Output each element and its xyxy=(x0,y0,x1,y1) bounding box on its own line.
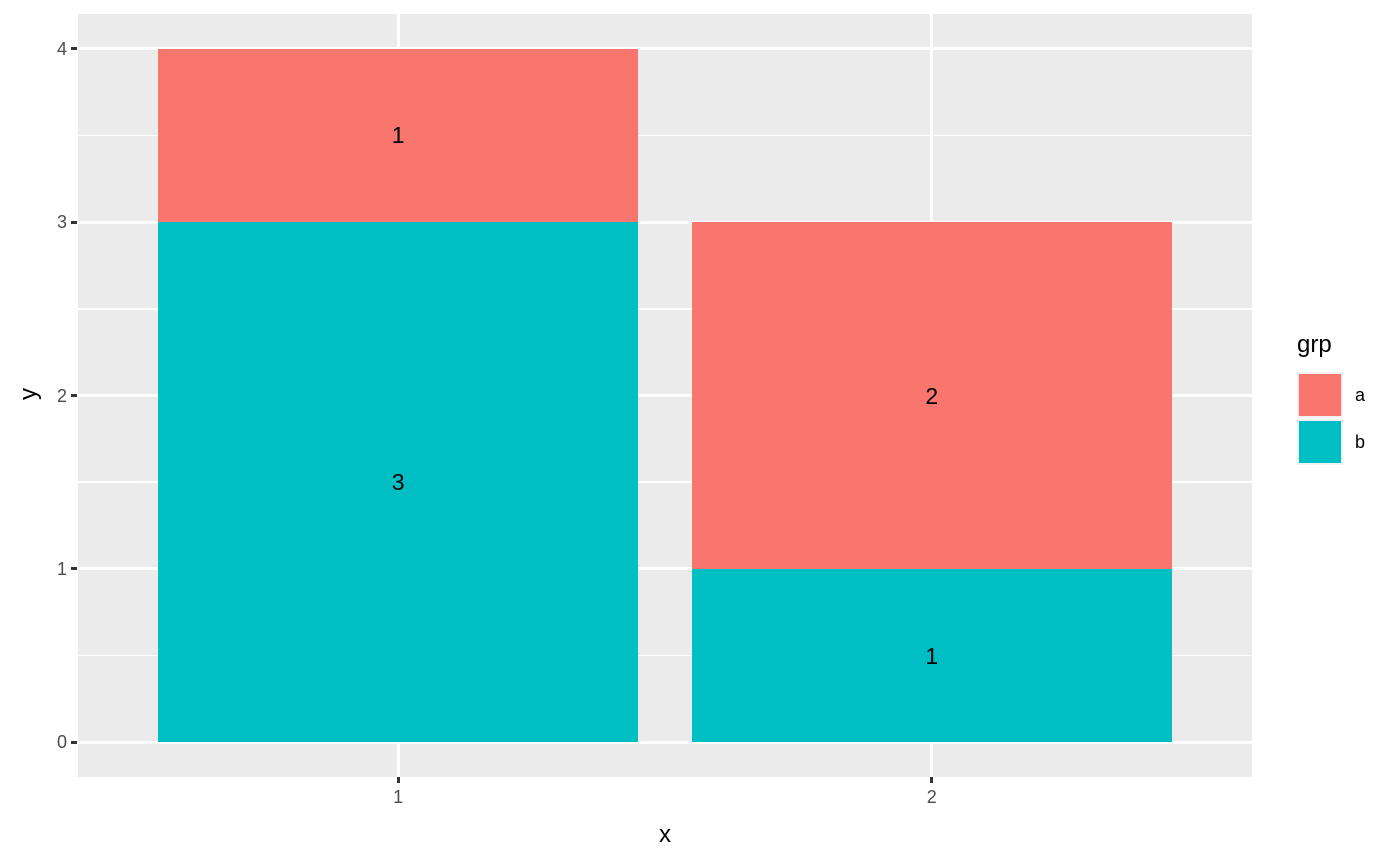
legend-label-b: b xyxy=(1355,432,1366,452)
bar-value-label: 1 xyxy=(391,122,405,149)
bar-segment-a xyxy=(158,48,639,223)
x-tick-mark xyxy=(930,777,934,783)
y-tick-label: 3 xyxy=(56,212,67,233)
y-tick-label: 0 xyxy=(56,732,67,753)
bar-value-label: 1 xyxy=(925,642,939,669)
y-gridline-major xyxy=(78,47,1252,51)
y-gridline-minor xyxy=(78,481,1252,483)
y-gridline-major xyxy=(78,220,1252,224)
bar-segment-a xyxy=(691,222,1172,569)
y-gridline-minor xyxy=(78,134,1252,137)
plot-panel: 3 1 1 2 xyxy=(78,14,1252,777)
bar-value-label: 2 xyxy=(925,382,939,409)
y-tick-mark xyxy=(71,567,77,571)
legend-swatch-a xyxy=(1299,374,1341,416)
x-tick-label: 2 xyxy=(926,787,937,807)
legend-title: grp xyxy=(1297,331,1332,358)
legend-label-a: a xyxy=(1355,385,1366,405)
y-tick-label: 4 xyxy=(56,38,67,59)
legend-key-a xyxy=(1297,372,1343,418)
y-gridline-minor xyxy=(78,308,1252,310)
y-tick-mark xyxy=(71,740,77,744)
y-gridline-major xyxy=(78,740,1252,744)
bar-segment-b xyxy=(691,568,1172,743)
x-tick-label: 1 xyxy=(393,787,404,807)
y-tick-label: 2 xyxy=(56,385,67,406)
x-tick-mark xyxy=(396,777,400,783)
y-gridline-major xyxy=(78,394,1252,397)
y-gridline-minor xyxy=(78,654,1252,657)
y-tick-label: 1 xyxy=(56,558,67,579)
bar-value-label: 3 xyxy=(391,469,405,496)
legend-key-b xyxy=(1297,419,1343,465)
legend-swatch-b xyxy=(1299,421,1341,463)
y-tick-mark xyxy=(71,394,77,397)
y-tick-mark xyxy=(71,47,77,51)
x-axis-title: x xyxy=(659,821,671,848)
y-tick-mark xyxy=(71,220,77,224)
y-gridline-major xyxy=(78,567,1252,571)
bar-segment-b xyxy=(158,222,639,743)
